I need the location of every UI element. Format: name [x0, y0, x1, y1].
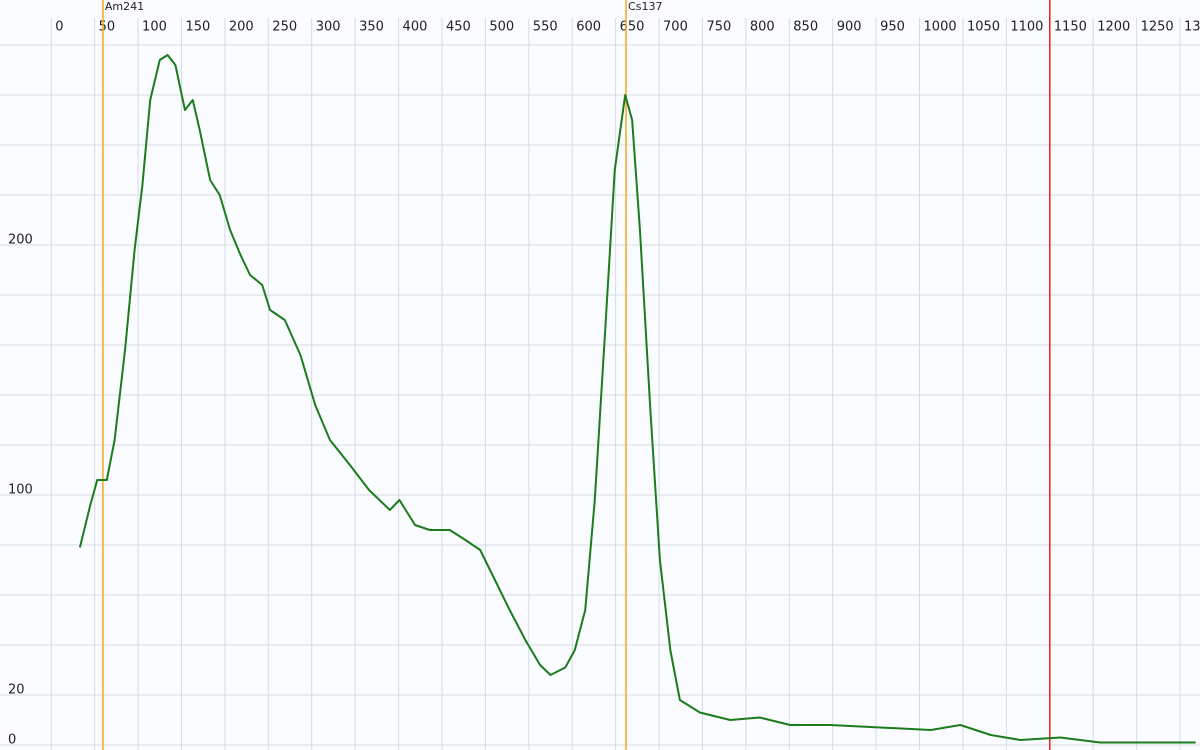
x-tick-label: 450 [446, 20, 471, 35]
y-tick-label: 100 [8, 483, 33, 498]
x-tick-label: 300 [316, 20, 341, 35]
x-tick-label: 1250 [1141, 20, 1174, 35]
x-tick-label: 150 [185, 20, 210, 35]
x-tick-label: 1300 [1184, 20, 1200, 35]
x-tick-label: 700 [663, 20, 688, 35]
x-tick-label: 400 [403, 20, 428, 35]
x-tick-label: 0 [55, 20, 63, 35]
x-tick-label: 1050 [967, 20, 1000, 35]
marker-label: Am241 [105, 0, 144, 13]
x-tick-label: 950 [880, 20, 905, 35]
spectrum-line [78, 54, 1196, 744]
x-tick-label: 1200 [1097, 20, 1130, 35]
x-tick-label: 500 [489, 20, 514, 35]
x-tick-label: 800 [750, 20, 775, 35]
x-tick-label: 1000 [924, 20, 957, 35]
x-tick-label: 50 [99, 20, 116, 35]
marker-label: Cs137 [628, 0, 662, 13]
y-tick-label: 0 [8, 733, 16, 748]
x-tick-label: 1100 [1010, 20, 1043, 35]
x-tick-label: 900 [837, 20, 862, 35]
x-tick-label: 200 [229, 20, 254, 35]
x-tick-label: 350 [359, 20, 384, 35]
y-tick-label: 20 [8, 683, 25, 698]
x-tick-label: 1150 [1054, 20, 1087, 35]
x-tick-label: 750 [706, 20, 731, 35]
x-tick-label: 100 [142, 20, 167, 35]
x-tick-label: 550 [533, 20, 558, 35]
x-tick-label: 850 [793, 20, 818, 35]
y-tick-label: 200 [8, 233, 33, 248]
x-tick-label: 600 [576, 20, 601, 35]
x-tick-label: 650 [620, 20, 645, 35]
x-tick-label: 250 [272, 20, 297, 35]
